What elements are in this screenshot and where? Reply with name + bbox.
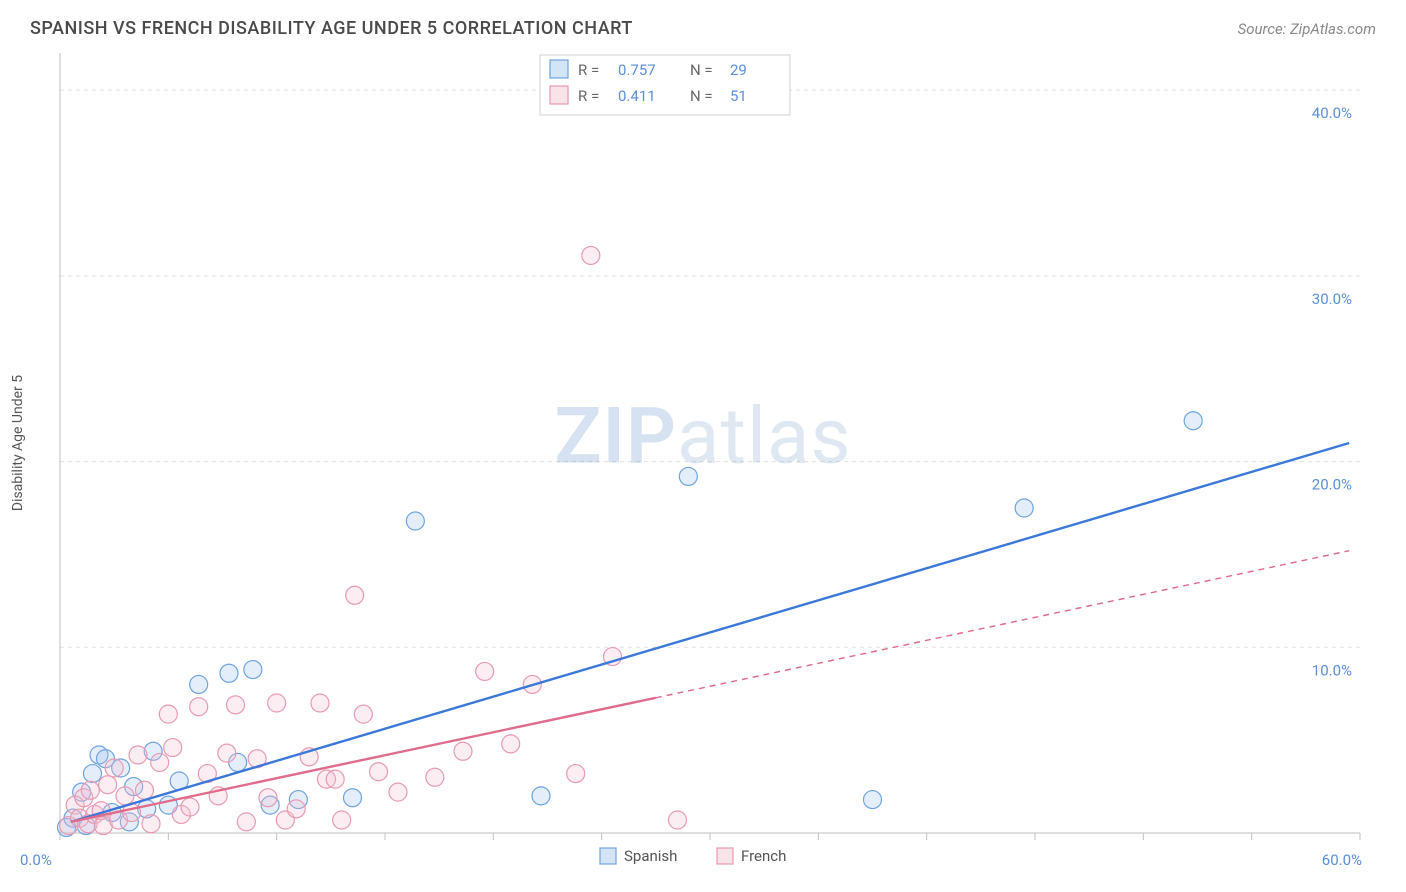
title-row: SPANISH VS FRENCH DISABILITY AGE UNDER 5… (0, 0, 1406, 43)
y-axis-label: Disability Age Under 5 (10, 375, 26, 511)
scatter-point (354, 705, 372, 723)
source-label: Source: ZipAtlas.com (1238, 20, 1376, 38)
trend-line-solid (71, 443, 1349, 822)
scatter-point (344, 789, 362, 807)
x-tick-label: 60.0% (1322, 851, 1362, 869)
stats-n-value: 51 (730, 87, 747, 105)
scatter-point (227, 696, 245, 714)
scatter-point (81, 781, 99, 799)
correlation-chart: 10.0% 20.0% 30.0% 40.0% 0.0% 60.0% Disability … (0, 43, 1406, 883)
stats-n-label: N = (690, 61, 713, 79)
stats-n-label: N = (690, 87, 713, 105)
stats-r-label: R = (578, 87, 599, 105)
scatter-point (105, 759, 123, 777)
scatter-point (406, 512, 424, 530)
stats-n-value: 29 (730, 61, 747, 79)
scatter-point (389, 783, 407, 801)
scatter-point (259, 789, 277, 807)
scatter-point (476, 662, 494, 680)
y-tick-label: 30.0% (1312, 290, 1352, 308)
scatter-point (567, 765, 585, 783)
scatter-point (532, 787, 550, 805)
scatter-point (370, 763, 388, 781)
scatter-point (237, 813, 255, 831)
legend-swatch (600, 848, 616, 864)
chart-title: SPANISH VS FRENCH DISABILITY AGE UNDER 5… (30, 18, 633, 39)
stats-swatch (550, 60, 568, 78)
legend-label: French (741, 847, 786, 865)
scatter-point (669, 811, 687, 829)
scatter-point (116, 787, 134, 805)
y-tick-label: 40.0% (1312, 104, 1352, 122)
scatter-point (679, 467, 697, 485)
y-tick-label: 20.0% (1312, 476, 1352, 494)
scatter-point (218, 744, 236, 762)
x-tick-label: 0.0% (20, 851, 52, 869)
stats-swatch (550, 86, 568, 104)
scatter-point (190, 698, 208, 716)
y-tick-label: 10.0% (1312, 661, 1352, 679)
scatter-point (1015, 499, 1033, 517)
scatter-point (326, 770, 344, 788)
scatter-point (164, 739, 182, 757)
scatter-point (99, 776, 117, 794)
scatter-point (159, 705, 177, 723)
scatter-point (287, 800, 305, 818)
scatter-point (190, 675, 208, 693)
scatter-point (268, 694, 286, 712)
scatter-point (84, 765, 102, 783)
trend-line-dashed (656, 551, 1349, 698)
legend-swatch (717, 848, 733, 864)
scatter-point (333, 811, 351, 829)
scatter-point (129, 746, 147, 764)
stats-r-value: 0.411 (618, 87, 656, 105)
scatter-point (346, 586, 364, 604)
scatter-point (142, 815, 160, 833)
scatter-point (181, 798, 199, 816)
scatter-point (311, 694, 329, 712)
scatter-point (426, 768, 444, 786)
scatter-point (244, 661, 262, 679)
scatter-point (1184, 412, 1202, 430)
scatter-point (502, 735, 520, 753)
scatter-point (864, 791, 882, 809)
scatter-point (454, 742, 472, 760)
stats-r-value: 0.757 (618, 61, 656, 79)
scatter-point (220, 664, 238, 682)
scatter-point (136, 781, 154, 799)
stats-r-label: R = (578, 61, 599, 79)
scatter-point (151, 753, 169, 771)
scatter-point (582, 246, 600, 264)
legend-label: Spanish (624, 847, 677, 865)
